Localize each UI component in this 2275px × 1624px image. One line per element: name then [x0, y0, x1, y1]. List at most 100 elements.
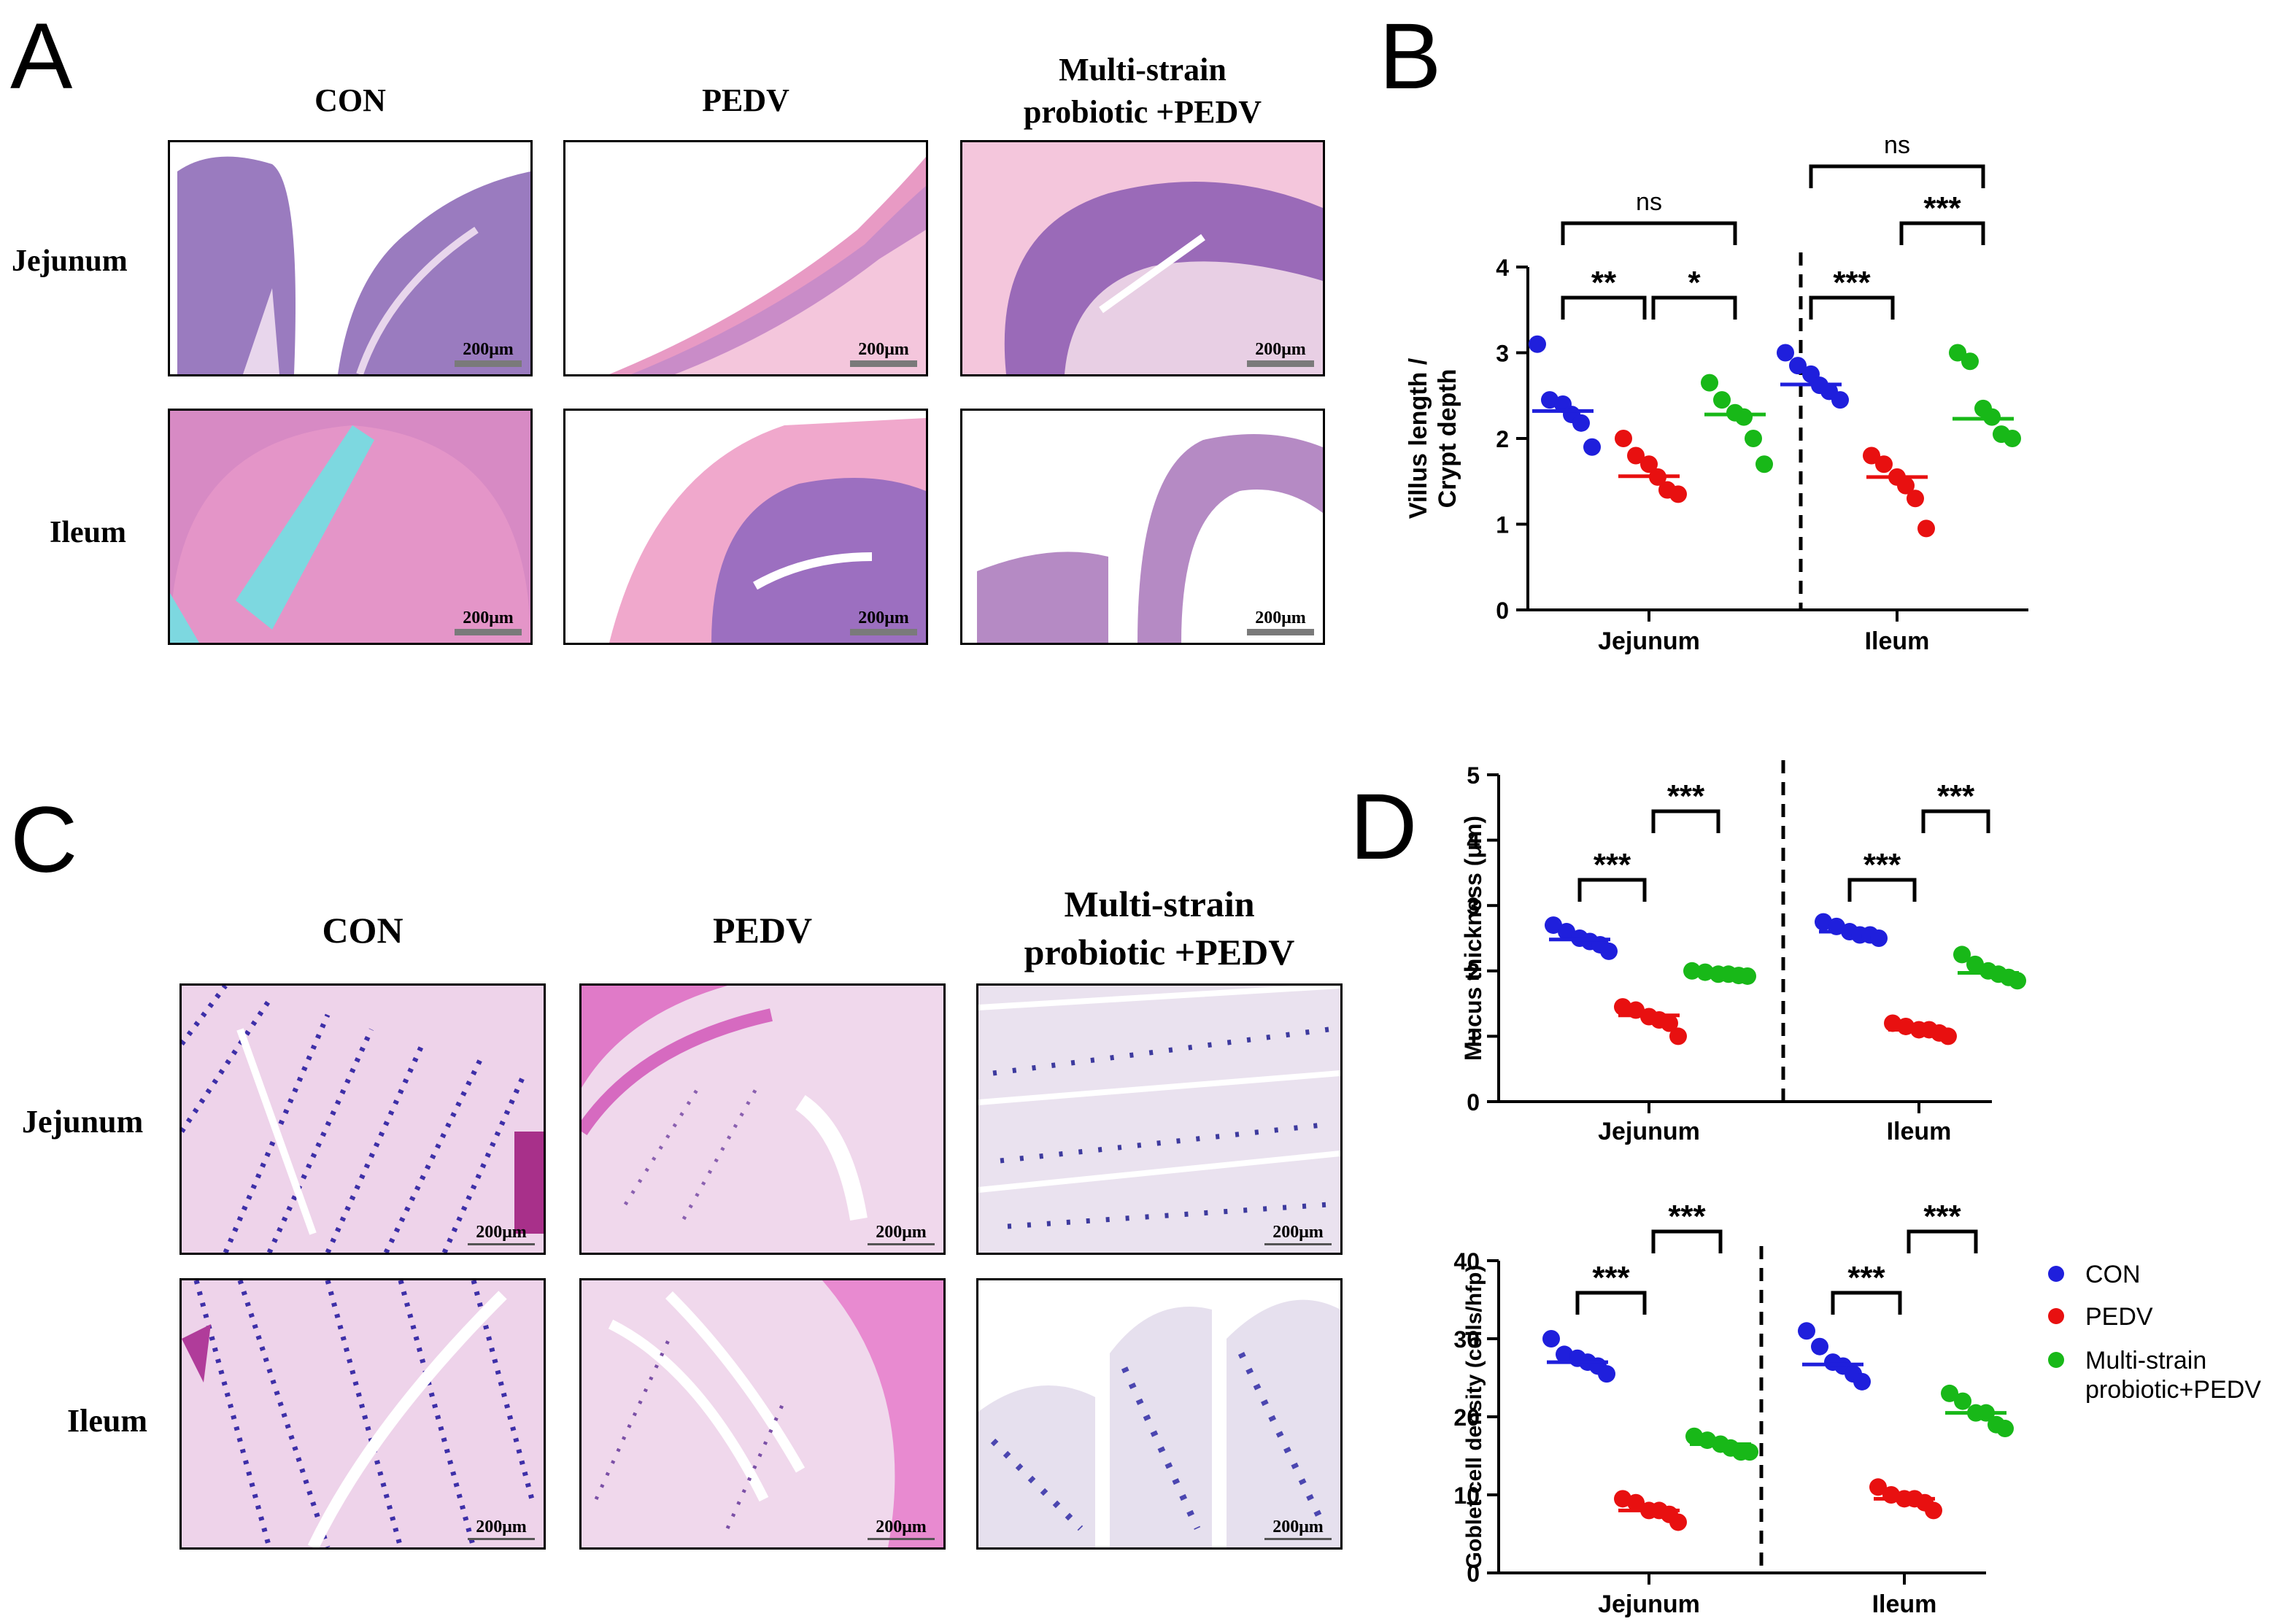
scale-bar-label: 200μm	[463, 340, 514, 359]
micrograph-c-pedv-ileum: 200μm	[579, 1278, 946, 1550]
chart-b-y-tick-label: 0	[1496, 598, 1509, 624]
legend-label-pedv: PEDV	[2085, 1303, 2153, 1331]
chart-d1-significance-label: ***	[1863, 847, 1901, 883]
chart-b-significance-bracket	[1561, 295, 1647, 320]
chart-d2-significance-label: ***	[1668, 1199, 1706, 1234]
chart-d1-data-point	[1884, 1014, 1901, 1032]
row-header-jejunum-c: Jejunum	[22, 1104, 144, 1140]
chart-b-data-point	[1961, 352, 1979, 371]
chart-d2-significance-bracket	[1651, 1229, 1723, 1253]
chart-d1-data-point	[1600, 942, 1618, 960]
chart-b-data-point	[1669, 485, 1687, 503]
chart-d1-significance-label: ***	[1667, 778, 1705, 814]
legend-marker-pedv	[2048, 1308, 2064, 1324]
chart-d2-data-point	[1614, 1490, 1631, 1508]
chart-b-data-point	[1917, 519, 1935, 538]
chart-b-y-tick-label: 3	[1496, 341, 1509, 367]
chart-d1-data-point	[1696, 963, 1714, 981]
chart-b-data-point	[2004, 430, 2021, 447]
chart-d1-significance-bracket	[1577, 878, 1647, 902]
chart-d2-data-point	[1925, 1501, 1942, 1520]
chart-b-significance-label: ns	[1884, 131, 1910, 159]
scale-bar-label: 200μm	[463, 608, 514, 627]
legend-label-probiotic: Multi-strain	[2085, 1347, 2206, 1374]
chart-b-data-point	[1529, 335, 1546, 353]
row-header-ileum-c: Ileum	[67, 1403, 147, 1439]
column-header-probiotic-a-line1: Multi-strain	[1059, 52, 1227, 88]
legend-marker-probiotic	[2048, 1352, 2064, 1368]
chart-d1-significance-bracket	[1847, 878, 1917, 902]
chart-b-data-point	[1615, 430, 1632, 447]
chart-b-y-tick-label: 4	[1496, 255, 1509, 281]
chart-b-data-point	[1583, 438, 1601, 456]
chart-b-significance-bracket	[1809, 295, 1895, 320]
micrograph-c-probiotic-ileum: 200μm	[976, 1278, 1343, 1550]
chart-d2-significance-label: ***	[1592, 1260, 1630, 1296]
column-header-probiotic-c-line2: probiotic +PEDV	[1024, 932, 1295, 973]
chart-b-data-point	[1627, 446, 1645, 465]
chart-d1-y-tick-label: 5	[1467, 762, 1480, 789]
chart-d1-y-tick-label: 4	[1467, 828, 1480, 854]
panel-letter-c: C	[10, 788, 78, 892]
chart-b-data-point	[1789, 357, 1807, 375]
chart-b-data-point	[1897, 476, 1915, 495]
chart-b-data-point	[1907, 490, 1924, 508]
row-header-ileum-a: Ileum	[50, 516, 126, 549]
scale-bar-label: 200μm	[876, 1517, 927, 1536]
scale-bar-label: 200μm	[858, 608, 909, 627]
chart-d2-significance-label: ***	[1847, 1260, 1885, 1296]
column-header-con-a: CON	[314, 82, 386, 118]
chart-d2-x-tick-label: Ileum	[1872, 1590, 1937, 1618]
chart-d2-significance-bracket	[1907, 1229, 1978, 1253]
chart-b-significance-bracket	[1899, 221, 1985, 245]
chart-d1-data-point	[1939, 1027, 1957, 1045]
chart-d2-y-tick-label: 10	[1453, 1482, 1480, 1509]
chart-d1-data-point	[1953, 946, 1971, 964]
chart-d2-y-axis-label: Goblet cell density (cells/hfp)	[1462, 1265, 1486, 1569]
column-header-probiotic-c-line1: Multi-strain	[1064, 883, 1255, 924]
row-header-jejunum-a: Jejunum	[12, 244, 128, 278]
chart-d2-data-point	[1598, 1365, 1615, 1383]
chart-d2-y-tick-label: 20	[1453, 1404, 1480, 1431]
chart-d2-data-point	[1798, 1322, 1815, 1340]
chart-d1-data-point	[1815, 913, 1832, 931]
chart-d2-data-point	[1627, 1493, 1645, 1512]
micrograph-a-con-jejunum: 200μm	[168, 140, 533, 376]
scale-bar-label: 200μm	[876, 1223, 927, 1242]
micrograph-c-pedv-jejunum: 200μm	[579, 983, 946, 1255]
chart-d2-data-point	[1669, 1513, 1687, 1531]
micrograph-a-pedv-ileum: 200μm	[563, 409, 928, 645]
chart-b-data-point	[1756, 455, 1773, 473]
chart-b-y-axis-label: Villus length /	[1405, 357, 1432, 519]
chart-d2-data-point	[1941, 1384, 1958, 1402]
chart-d2-x-tick-label: Jejunum	[1598, 1590, 1700, 1618]
chart-d1-data-point	[1669, 1027, 1687, 1045]
chart-d1-data-point	[1558, 923, 1575, 941]
legend-marker-con	[2048, 1266, 2064, 1282]
chart-b-significance-label: ***	[1833, 265, 1871, 301]
chart-b-data-point	[1713, 391, 1731, 409]
chart-b-data-point	[1572, 414, 1590, 432]
chart-d2-data-point	[1869, 1478, 1887, 1496]
panel-letter-d: D	[1350, 775, 1418, 879]
chart-b-significance-bracket	[1561, 221, 1737, 245]
chart-b-y-tick-label: 1	[1496, 512, 1509, 538]
micrograph-c-probiotic-jejunum: 200μm	[976, 983, 1343, 1255]
scale-bar-label: 200μm	[858, 340, 909, 359]
chart-d2-data-point	[1556, 1345, 1573, 1364]
chart-b-significance-label: ***	[1923, 190, 1961, 226]
chart-b-data-point	[1875, 455, 1893, 473]
chart-d2-data-point	[1954, 1392, 1971, 1410]
scale-bar-label: 200μm	[476, 1223, 527, 1242]
chart-d1-y-tick-label: 1	[1467, 1024, 1480, 1050]
chart-d2-significance-label: ***	[1923, 1199, 1961, 1234]
chart-d2-y-tick-label: 40	[1453, 1248, 1480, 1275]
legend-label-con: CON	[2085, 1261, 2141, 1288]
chart-d1-significance-bracket	[1921, 809, 1990, 833]
chart-b-x-tick-label: Jejunum	[1598, 627, 1700, 655]
chart-d1-y-axis-label: Mucus thickness (μm)	[1460, 816, 1486, 1061]
chart-d1-y-tick-label: 0	[1467, 1089, 1480, 1115]
chart-d1-data-point	[1545, 916, 1562, 935]
chart-d1-significance-bracket	[1651, 809, 1720, 833]
chart-d2-data-point	[1811, 1337, 1828, 1356]
